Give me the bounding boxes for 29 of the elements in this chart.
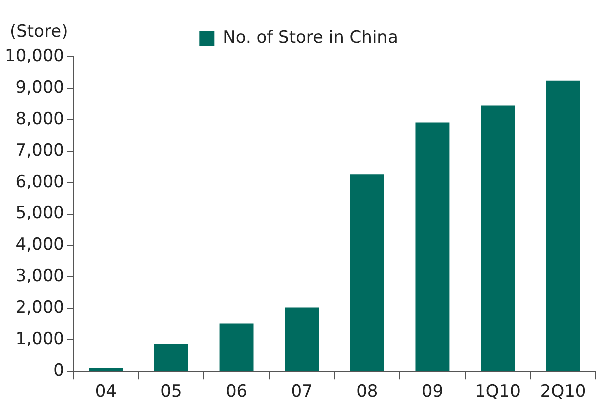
bar <box>154 344 188 372</box>
y-tick-label: 2,000 <box>16 298 64 318</box>
x-tick-label: 07 <box>291 382 313 402</box>
y-tick-label: 6,000 <box>16 172 64 192</box>
legend-label: No. of Store in China <box>223 28 398 48</box>
x-tick-label: 04 <box>95 382 117 402</box>
y-axis-title: (Store) <box>10 22 68 42</box>
y-tick-label: 9,000 <box>16 78 64 98</box>
x-tick-label: 08 <box>356 382 378 402</box>
bar <box>546 80 580 372</box>
bar <box>481 106 516 372</box>
y-tick-label: 0 <box>54 361 64 382</box>
y-tick-label: 5,000 <box>16 204 64 224</box>
y-tick-label: 7,000 <box>16 140 64 161</box>
y-tick-label: 4,000 <box>16 235 64 256</box>
y-tick-label: 3,000 <box>16 266 64 287</box>
bar <box>89 368 124 372</box>
bar <box>285 308 320 372</box>
y-tick-label: 1,000 <box>16 330 64 350</box>
bar <box>350 174 384 372</box>
x-tick-label: 1Q10 <box>475 382 521 402</box>
y-tick-label: 8,000 <box>16 109 64 130</box>
x-tick-label: 2Q10 <box>540 382 586 402</box>
x-tick-label: 06 <box>226 382 248 402</box>
x-tick-label: 09 <box>422 382 444 402</box>
x-tick-label: 05 <box>160 382 182 402</box>
bar <box>416 122 450 372</box>
y-tick-label: 10,000 <box>5 46 64 66</box>
bar <box>220 324 254 372</box>
